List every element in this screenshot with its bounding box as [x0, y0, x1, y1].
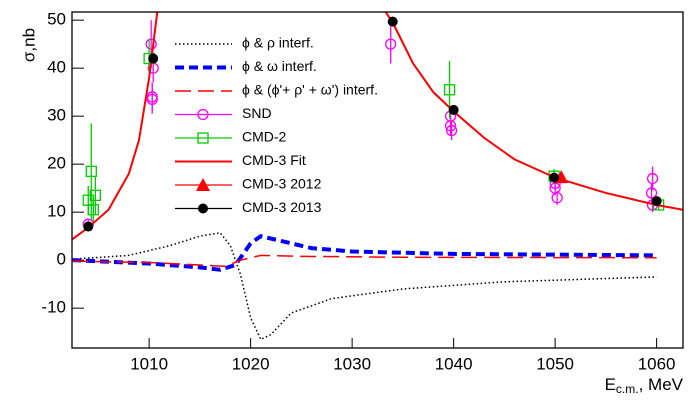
legend-label: ϕ & (ϕ'+ ρ' + ω') interf. — [242, 82, 378, 98]
marker — [651, 196, 662, 207]
curve — [72, 12, 683, 241]
marker — [197, 132, 209, 144]
x-tick-label: 1020 — [232, 354, 270, 373]
marker — [443, 84, 456, 96]
x-label-part: E — [605, 375, 616, 394]
y-tick-label: -10 — [41, 298, 66, 317]
y-tick-label: 50 — [47, 10, 66, 29]
legend-label: SND — [242, 105, 272, 121]
marker — [646, 172, 659, 185]
plot-frame — [71, 11, 684, 349]
legend-label: CMD-2 — [242, 129, 287, 145]
x-tick-label: 1010 — [130, 354, 168, 373]
curve — [72, 231, 657, 341]
marker — [196, 178, 210, 191]
marker — [645, 187, 658, 199]
marker — [445, 124, 458, 137]
marker — [444, 120, 457, 132]
x-tick-label: 1050 — [536, 354, 574, 373]
x-label-sub: c.m. — [616, 382, 639, 396]
y-axis-label: σ,nb — [19, 28, 38, 62]
curve — [72, 234, 657, 272]
plot-area — [72, 12, 683, 341]
legend-label: CMD-3 2013 — [242, 199, 322, 215]
marker — [83, 221, 94, 232]
legend-label: ϕ & ρ interf. — [242, 35, 314, 51]
x-tick-label: 1040 — [435, 354, 473, 373]
y-tick-label: 10 — [47, 202, 66, 221]
marker — [551, 192, 563, 204]
marker — [387, 16, 398, 27]
marker — [145, 38, 157, 50]
marker — [549, 172, 560, 183]
marker — [146, 93, 158, 106]
marker — [197, 108, 209, 121]
y-tick-label: 0 — [57, 250, 66, 269]
marker — [85, 165, 97, 178]
y-tick-label: 30 — [47, 106, 66, 125]
marker — [87, 204, 99, 216]
legend-label: CMD-3 Fit — [242, 152, 306, 168]
legend: ϕ & ρ interf. ϕ & ω interf. ϕ & (ϕ'+ ρ' + … — [175, 35, 378, 215]
curve — [72, 254, 657, 268]
marker — [148, 53, 159, 64]
x-axis-label: Ec.m., MeV — [605, 375, 684, 396]
x-label-part: , MeV — [639, 375, 684, 394]
y-tick-label: 20 — [47, 154, 66, 173]
marker — [89, 189, 101, 202]
y-tick-label: 40 — [47, 58, 66, 77]
marker — [385, 38, 397, 50]
marker — [448, 104, 459, 115]
marker — [198, 203, 208, 214]
legend-label: ϕ & ω interf. — [242, 58, 317, 74]
legend-label: CMD-3 2012 — [242, 176, 322, 192]
x-tick-label: 1030 — [333, 354, 371, 373]
x-tick-label: 1060 — [638, 354, 676, 373]
